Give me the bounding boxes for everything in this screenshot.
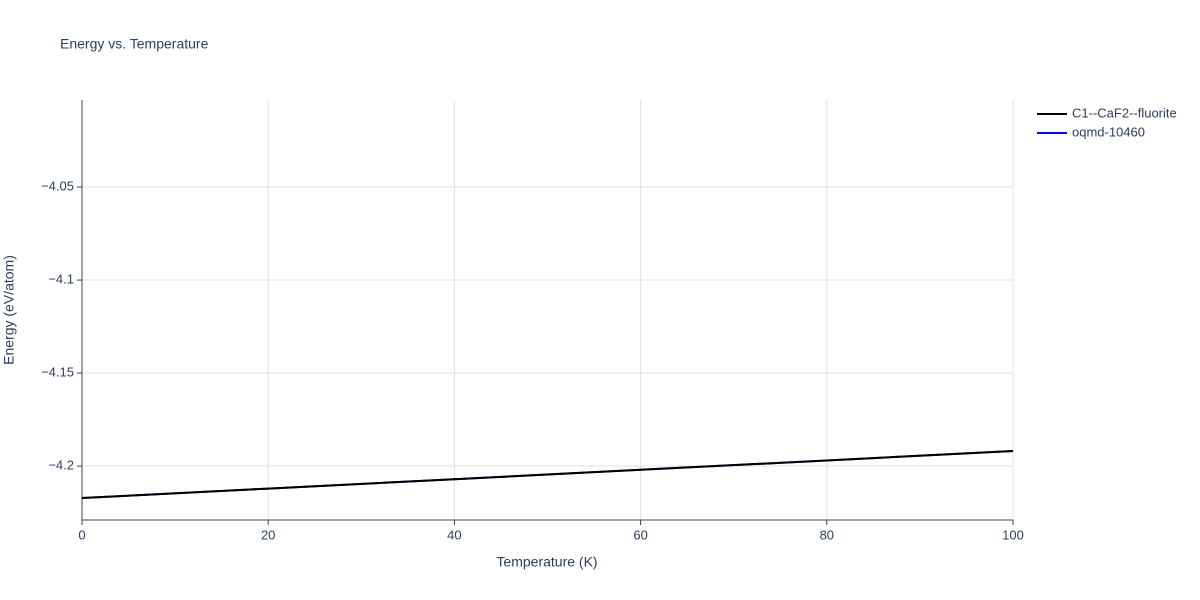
x-tick-label: 100 bbox=[1002, 527, 1024, 542]
legend-label: C1--CaF2--fluorite bbox=[1072, 105, 1177, 120]
x-tick-label: 60 bbox=[633, 527, 647, 542]
x-tick-label: 40 bbox=[447, 527, 461, 542]
x-tick-label: 0 bbox=[78, 527, 85, 542]
x-tick-label: 80 bbox=[820, 527, 834, 542]
y-tick-label: −4.2 bbox=[48, 457, 74, 472]
x-tick-label: 20 bbox=[261, 527, 275, 542]
chart-title: Energy vs. Temperature bbox=[60, 36, 209, 52]
legend-label: oqmd-10460 bbox=[1072, 124, 1145, 139]
y-axis-title: Energy (eV/atom) bbox=[1, 255, 17, 365]
y-tick-label: −4.1 bbox=[48, 271, 74, 286]
x-axis-title: Temperature (K) bbox=[496, 554, 597, 570]
series-line bbox=[81, 449, 1014, 500]
y-tick-label: −4.05 bbox=[41, 178, 74, 193]
y-tick-label: −4.15 bbox=[41, 364, 74, 379]
